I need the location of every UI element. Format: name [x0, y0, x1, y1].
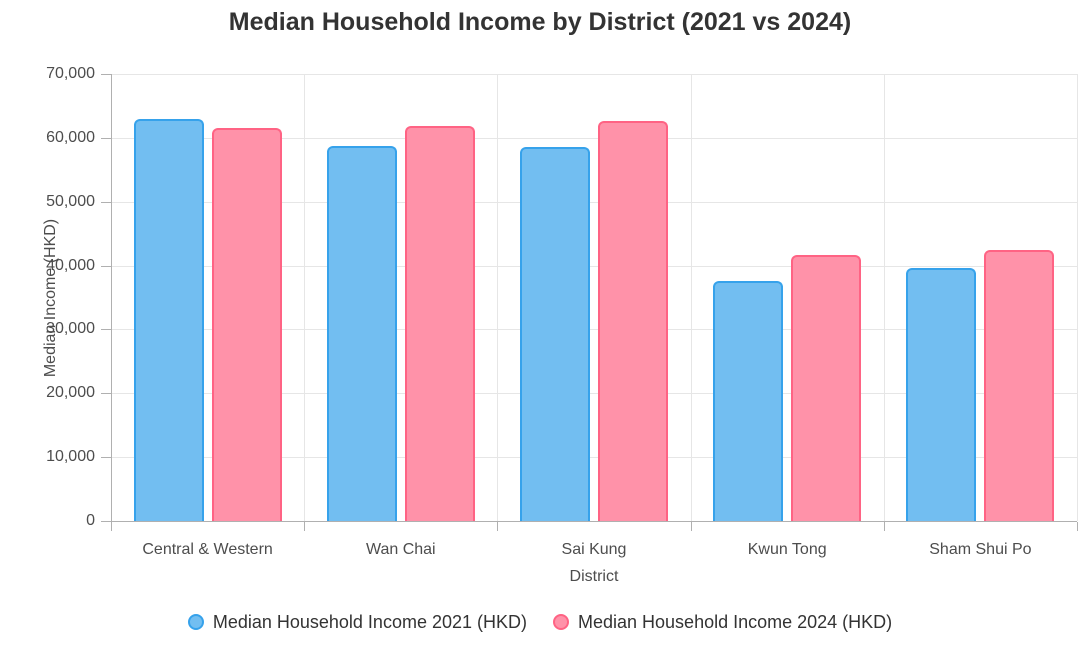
- x-tick-label-sham-shui-po: Sham Shui Po: [929, 541, 1032, 558]
- bar-2024-sham-shui-po[interactable]: [984, 249, 1055, 521]
- y-axis-tick-mark: [101, 137, 111, 139]
- gridline-horizontal: [111, 137, 1077, 139]
- legend-item-2024[interactable]: Median Household Income 2024 (HKD): [553, 612, 892, 633]
- y-tick-label: 10,000: [46, 448, 95, 466]
- y-tick-label: 20,000: [46, 384, 95, 402]
- chart-title: Median Household Income by District (202…: [228, 8, 852, 36]
- x-axis-tick-mark: [497, 522, 499, 531]
- plot-area: [101, 74, 1078, 531]
- gridline-vertical: [1077, 74, 1078, 521]
- y-tick-label: 60,000: [46, 128, 95, 146]
- bar-2021-sham-shui-po[interactable]: [906, 268, 977, 521]
- bar-2021-central-western[interactable]: [133, 119, 204, 521]
- bar-2024-wan-chai[interactable]: [404, 126, 475, 521]
- y-axis-tick-mark: [101, 265, 111, 267]
- y-axis-tick-mark: [101, 457, 111, 459]
- gridline-vertical: [497, 74, 499, 521]
- gridline-horizontal: [111, 265, 1077, 267]
- x-axis-tick-mark: [1077, 522, 1078, 531]
- y-axis-tick-mark: [101, 329, 111, 331]
- legend-item-2021[interactable]: Median Household Income 2021 (HKD): [187, 611, 527, 633]
- y-axis-tick-mark: [101, 201, 111, 203]
- y-tick-label: 50,000: [46, 192, 95, 210]
- gridline-horizontal: [111, 457, 1077, 459]
- x-axis-tick-mark: [883, 522, 885, 531]
- x-axis-title: District: [569, 568, 619, 585]
- gridline-horizontal: [111, 393, 1077, 395]
- gridline-vertical: [690, 74, 692, 521]
- legend-circle-icon: [187, 614, 204, 630]
- x-tick-label-sai-kung: Sai Kung: [561, 541, 627, 558]
- y-axis-title: Median Income (HKD): [42, 218, 59, 378]
- x-tick-label-wan-chai: Wan Chai: [365, 541, 436, 558]
- legend: Median Household Income 2021 (HKD) Median…: [0, 604, 1080, 640]
- x-axis-tick-mark: [690, 522, 692, 531]
- legend-label: Median Household Income 2021 (HKD): [212, 611, 527, 632]
- gridline-horizontal: [111, 201, 1077, 203]
- bar-2021-kwun-tong[interactable]: [713, 280, 784, 521]
- y-axis-tick-mark: [101, 393, 111, 395]
- x-axis-tick-mark: [304, 522, 306, 531]
- y-tick-label: 0: [86, 512, 95, 529]
- y-axis-tick-mark: [101, 521, 111, 522]
- gridline-vertical: [883, 74, 885, 521]
- bar-2021-wan-chai[interactable]: [326, 145, 397, 521]
- gridline-vertical: [304, 74, 306, 521]
- y-axis-line: [111, 74, 112, 522]
- legend-label: Median Household Income 2024 (HKD): [578, 611, 893, 632]
- x-tick-label-central-western: Central & Western: [142, 541, 273, 558]
- y-tick-label: 40,000: [46, 256, 95, 274]
- gridline-horizontal: [111, 74, 1077, 75]
- gridline-horizontal: [111, 329, 1077, 331]
- y-tick-label: 30,000: [46, 320, 95, 338]
- legend-circle-icon: [553, 614, 569, 630]
- x-axis-tick-mark: [111, 522, 112, 531]
- bar-2024-kwun-tong[interactable]: [791, 254, 862, 521]
- bar-2021-sai-kung[interactable]: [520, 146, 590, 521]
- y-tick-label: 70,000: [46, 65, 95, 82]
- x-axis-line: [111, 521, 1077, 522]
- x-tick-label-kwun-tong: Kwun Tong: [747, 541, 827, 558]
- y-axis-tick-mark: [101, 74, 111, 75]
- bar-2024-central-western[interactable]: [211, 127, 282, 521]
- bar-2024-sai-kung[interactable]: [598, 120, 668, 521]
